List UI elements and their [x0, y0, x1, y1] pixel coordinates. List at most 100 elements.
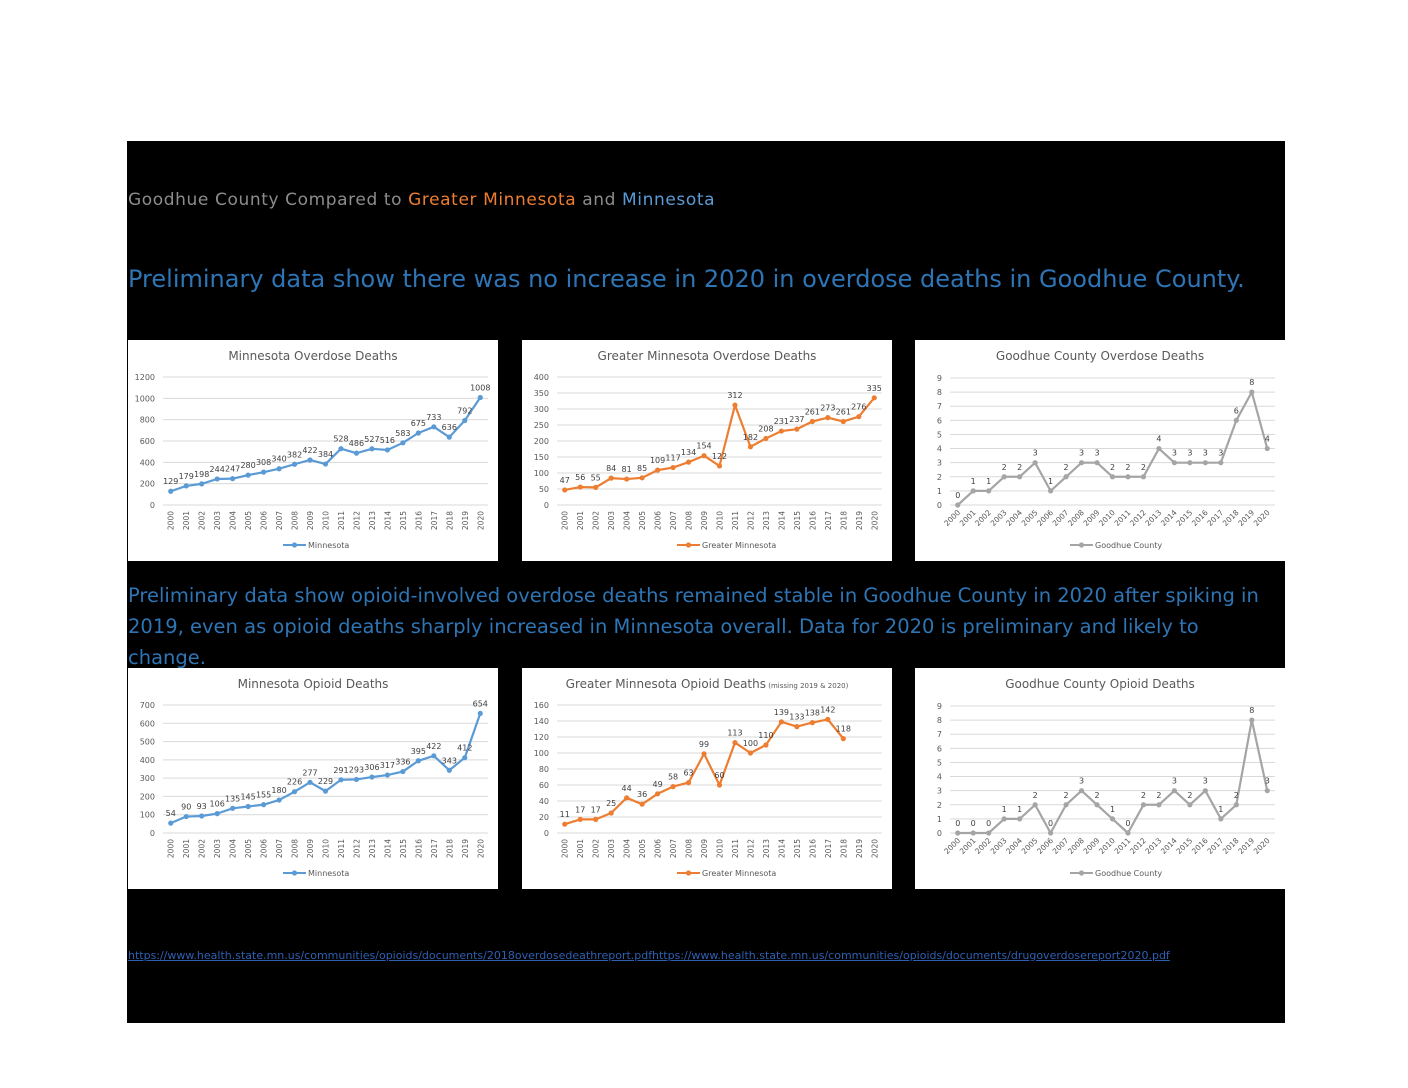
chart-title: Goodhue County Opioid Deaths — [1005, 677, 1195, 691]
x-tick-label: 2011 — [1113, 836, 1133, 856]
y-tick-label: 0 — [937, 501, 942, 510]
data-point — [1187, 460, 1193, 466]
data-label: 1 — [986, 477, 991, 486]
data-label: 3 — [1079, 449, 1084, 458]
data-label: 198 — [194, 470, 209, 479]
data-point — [986, 830, 992, 836]
data-point — [1125, 474, 1131, 480]
data-label: 2 — [1002, 463, 1007, 472]
y-tick-label: 8 — [937, 388, 942, 397]
data-point — [322, 461, 329, 467]
data-label: 276 — [851, 403, 866, 412]
legend-marker — [1078, 542, 1085, 548]
y-tick-label: 500 — [140, 738, 155, 747]
x-tick-label: 2005 — [1020, 508, 1040, 528]
y-tick-label: 4 — [937, 773, 942, 782]
x-tick-label: 2006 — [1035, 508, 1055, 528]
data-point — [1156, 802, 1162, 808]
x-tick-label: 2007 — [669, 511, 678, 530]
data-point — [639, 801, 645, 807]
heading-mn: Minnesota — [622, 190, 716, 210]
data-point — [577, 484, 583, 490]
data-label: 336 — [395, 758, 410, 767]
x-tick-label: 2004 — [1004, 836, 1024, 856]
x-tick-label: 2001 — [182, 839, 191, 858]
x-tick-label: 2012 — [1128, 836, 1148, 856]
data-point — [260, 802, 267, 808]
x-tick-label: 2005 — [1020, 836, 1040, 856]
data-label: 8 — [1249, 706, 1254, 715]
data-point — [338, 446, 344, 452]
x-tick-label: 2005 — [244, 511, 253, 530]
data-point — [353, 450, 360, 456]
y-tick-label: 600 — [140, 437, 155, 446]
x-tick-label: 2015 — [1174, 508, 1194, 528]
data-point — [1094, 460, 1100, 466]
data-point — [1125, 830, 1131, 836]
data-label: 2 — [1094, 791, 1099, 800]
source-link-2018-report[interactable]: https://www.health.state.mn.us/communiti… — [128, 949, 653, 962]
data-point — [871, 395, 877, 401]
x-tick-label: 2017 — [824, 839, 833, 858]
data-point — [1047, 488, 1054, 494]
data-point — [778, 428, 785, 434]
x-tick-label: 2010 — [716, 511, 725, 530]
data-point — [322, 788, 329, 794]
data-point — [716, 782, 723, 788]
data-label: 44 — [622, 784, 632, 793]
data-label: 60 — [714, 771, 724, 780]
y-tick-label: 20 — [539, 813, 549, 822]
data-label: 1 — [1017, 805, 1022, 814]
chart-title: Goodhue County Overdose Deaths — [996, 349, 1204, 363]
data-label: 247 — [225, 465, 240, 474]
data-label: 54 — [166, 809, 176, 818]
x-tick-label: 2018 — [1221, 836, 1241, 856]
chart-subtitle: (missing 2019 & 2020) — [766, 682, 849, 690]
data-label: 583 — [395, 429, 410, 438]
data-label: 2 — [1064, 791, 1069, 800]
x-tick-label: 2019 — [461, 511, 470, 530]
x-tick-label: 2007 — [275, 511, 284, 530]
data-point — [654, 467, 661, 473]
x-tick-label: 2008 — [1066, 836, 1086, 856]
x-tick-label: 2009 — [1082, 836, 1102, 856]
data-point — [1063, 802, 1069, 808]
data-label: 395 — [411, 747, 426, 756]
x-tick-label: 2008 — [291, 839, 300, 858]
x-tick-label: 2012 — [352, 839, 361, 858]
data-point — [276, 466, 282, 472]
x-tick-label: 2017 — [430, 511, 439, 530]
data-point — [608, 810, 614, 816]
y-tick-label: 0 — [544, 829, 549, 838]
data-point — [415, 758, 421, 764]
source-link-2020-report[interactable]: https://www.health.state.mn.us/communiti… — [652, 949, 1170, 962]
data-label: 792 — [457, 407, 472, 416]
x-tick-label: 2018 — [445, 511, 454, 530]
data-label: 0 — [971, 819, 976, 828]
data-point — [462, 417, 468, 424]
data-point — [1078, 788, 1085, 794]
data-label: 412 — [457, 744, 472, 753]
data-point — [260, 469, 267, 475]
x-tick-label: 2019 — [461, 839, 470, 858]
data-label: 343 — [442, 756, 457, 765]
data-point — [353, 776, 360, 783]
data-point — [384, 772, 391, 778]
data-label: 1 — [971, 477, 976, 486]
x-tick-label: 2014 — [383, 839, 392, 858]
data-label: 113 — [727, 729, 742, 738]
data-label: 244 — [210, 465, 225, 474]
data-point — [291, 789, 298, 795]
data-label: 527 — [364, 435, 379, 444]
data-label: 312 — [727, 391, 742, 400]
x-tick-label: 2007 — [669, 839, 678, 858]
data-label: 0 — [986, 819, 991, 828]
data-label: 155 — [256, 791, 271, 800]
data-label: 133 — [789, 713, 804, 722]
data-label: 36 — [637, 790, 647, 799]
chart-gm-overdose: Greater Minnesota Overdose Deaths 0 50 100 1… — [522, 340, 892, 561]
data-point — [307, 779, 313, 785]
y-tick-label: 7 — [937, 730, 942, 739]
x-tick-label: 2000 — [942, 508, 962, 528]
x-tick-label: 2008 — [685, 511, 694, 530]
